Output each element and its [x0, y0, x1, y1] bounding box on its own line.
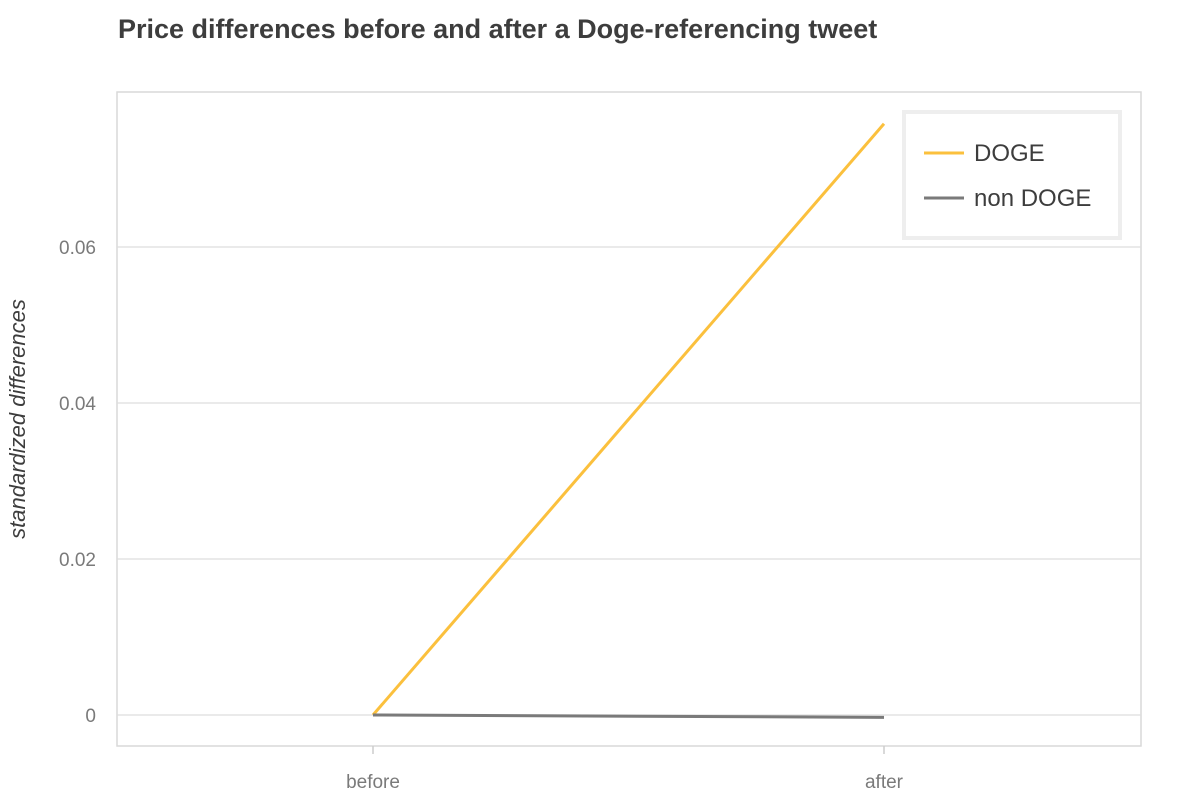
x-axis: before after — [346, 746, 904, 793]
y-tick-label: 0.04 — [59, 394, 96, 415]
series-lines — [371, 122, 886, 719]
y-tick-label: 0 — [85, 706, 96, 727]
y-axis: 0 0.02 0.04 0.06 — [59, 238, 96, 727]
y-tick-label: 0.02 — [59, 550, 96, 571]
x-tick-label: after — [865, 772, 904, 793]
series-line-doge — [371, 122, 886, 716]
plot-frame — [116, 91, 1142, 747]
series-line-non-doge — [372, 713, 885, 719]
legend-box — [902, 110, 1122, 240]
legend-label-doge: DOGE — [974, 140, 1045, 167]
chart-title: Price differences before and after a Dog… — [118, 14, 878, 44]
y-tick-label: 0.06 — [59, 238, 96, 259]
y-axis-title: standardized differences — [5, 299, 30, 539]
x-tick-label: before — [346, 772, 400, 793]
gridlines — [117, 246, 1141, 716]
legend: DOGE non DOGE — [902, 110, 1122, 240]
legend-label-non-doge: non DOGE — [974, 185, 1091, 212]
